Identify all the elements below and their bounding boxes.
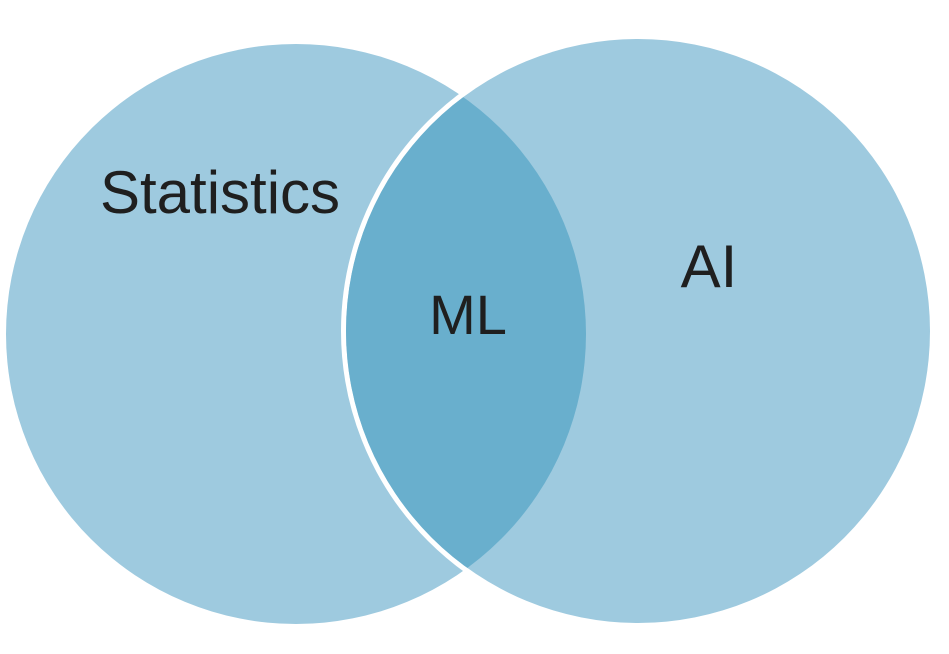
statistics-label: Statistics — [100, 159, 340, 226]
ml-intersection — [346, 44, 586, 623]
ml-label: ML — [429, 283, 507, 346]
ai-label: AI — [681, 233, 738, 300]
